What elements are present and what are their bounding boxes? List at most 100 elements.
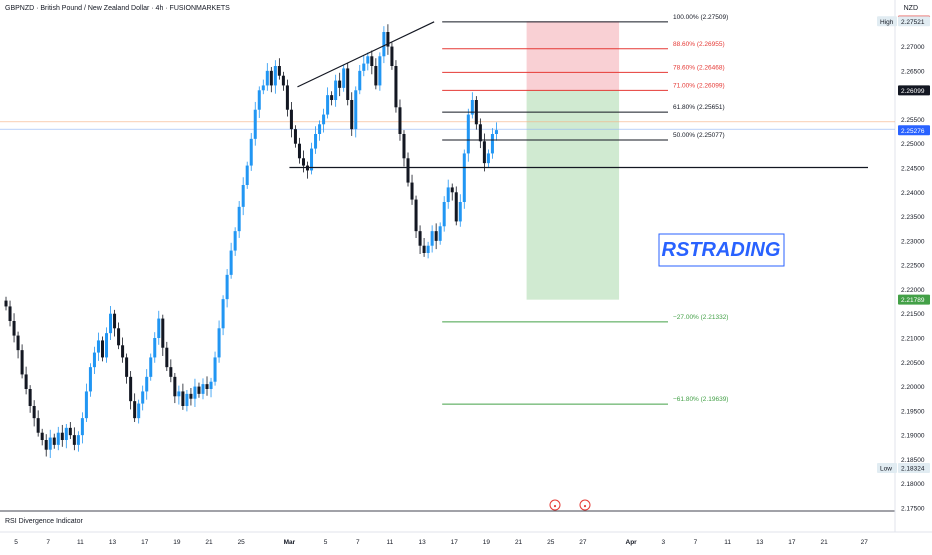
candle-body — [145, 376, 149, 392]
candle-body — [362, 63, 366, 71]
candle-body — [466, 114, 470, 154]
price-tick-label: 2.17500 — [901, 506, 925, 513]
candle-body — [285, 85, 289, 110]
candle-body — [386, 32, 390, 47]
rsi-indicator-label[interactable]: RSI Divergence Indicator — [5, 518, 83, 525]
candle-body — [32, 406, 36, 419]
candle-body — [402, 134, 406, 159]
candle-body — [426, 245, 430, 253]
price-axis-tag-text: 2.21789 — [901, 297, 925, 304]
time-tick-label: 21 — [515, 539, 523, 546]
candle-body — [169, 367, 173, 377]
candle-body — [193, 386, 197, 399]
candle-body — [297, 143, 301, 159]
price-axis-tag-text: 2.27521 — [901, 19, 925, 26]
candle-body — [450, 187, 454, 193]
candle-body — [133, 401, 137, 419]
candle-body — [257, 90, 261, 110]
take-profit-zone — [526, 90, 620, 300]
time-tick-label: 25 — [547, 539, 555, 546]
candle-body — [253, 109, 257, 139]
candle-body — [394, 66, 398, 108]
resistance-trendline — [297, 21, 435, 88]
candle-body — [442, 202, 446, 227]
candle-body — [318, 124, 322, 134]
candle-body — [217, 328, 221, 358]
candle-body — [96, 340, 100, 353]
candle-body — [301, 158, 305, 166]
candle-body — [16, 335, 20, 351]
price-tick-label: 2.20000 — [901, 384, 925, 391]
currency-label[interactable]: NZD — [903, 5, 918, 12]
time-tick-label: 7 — [356, 539, 360, 546]
candle-body — [20, 350, 24, 375]
candle-body — [221, 299, 225, 329]
price-tick-label: 2.22000 — [901, 287, 925, 294]
time-tick-label: 7 — [694, 539, 698, 546]
candle-body — [438, 226, 442, 241]
time-tick-label: 21 — [820, 539, 828, 546]
time-tick-label: 17 — [141, 539, 149, 546]
time-tick-label: 7 — [46, 539, 50, 546]
fib-level-label: 78.60% (2.26468) — [673, 64, 725, 71]
candle-body — [241, 185, 245, 207]
time-tick-label: 27 — [579, 539, 587, 546]
candle-body — [88, 367, 92, 392]
time-tick-label: Mar — [284, 539, 296, 546]
price-tick-label: 2.22500 — [901, 263, 925, 270]
time-tick-label: 25 — [238, 539, 246, 546]
economic-event-icon — [549, 499, 561, 511]
candle-body — [64, 427, 68, 440]
candle-body — [72, 435, 76, 445]
time-tick-label: 21 — [205, 539, 213, 546]
candle-body — [189, 393, 193, 399]
candle-body — [289, 109, 293, 130]
price-axis-tag — [898, 16, 930, 27]
candle-body — [68, 427, 72, 436]
price-axis-tag — [898, 125, 930, 136]
candle-body — [490, 134, 494, 154]
price-axis-tag-text: 2.25276 — [901, 128, 925, 135]
candle-body — [153, 338, 157, 358]
candle-body — [56, 432, 60, 445]
time-tick-label: 13 — [756, 539, 764, 546]
candle-body — [370, 56, 374, 66]
candle-body — [44, 440, 48, 450]
time-tick-label: 17 — [788, 539, 796, 546]
time-tick-label: 27 — [861, 539, 869, 546]
candle-body — [233, 231, 237, 251]
candle-body — [446, 187, 450, 202]
time-tick-label: 11 — [77, 539, 84, 546]
candle-body — [36, 418, 40, 433]
candle-body — [478, 124, 482, 142]
fib-level-label: 100.00% (2.27509) — [673, 14, 728, 21]
candle-body — [8, 306, 12, 321]
candle-body — [84, 391, 88, 419]
candle-body — [48, 437, 52, 450]
candle-body — [40, 432, 44, 440]
candle-body — [229, 250, 233, 275]
candle-body — [109, 313, 113, 334]
watermark-text: RSTRADING — [662, 239, 781, 261]
candle-body — [117, 328, 121, 346]
price-tick-label: 2.25500 — [901, 117, 925, 124]
price-axis-tag — [898, 294, 930, 305]
candle-body — [454, 192, 458, 222]
candle-body — [209, 381, 213, 389]
price-tick-label: 2.19500 — [901, 408, 925, 415]
candle-body — [92, 352, 96, 368]
candle-body — [346, 68, 350, 100]
candle-body — [273, 66, 277, 86]
candle-body — [418, 231, 422, 246]
high-low-tag: Low — [880, 465, 892, 472]
candle-body — [237, 206, 241, 232]
fib-level-label: 50.00% (2.25077) — [673, 132, 725, 139]
candle-body — [414, 199, 418, 232]
candle-body — [76, 435, 80, 445]
candle-body — [462, 153, 466, 202]
candle-body — [334, 80, 338, 100]
price-axis-tag — [877, 462, 897, 473]
candle-body — [342, 68, 346, 88]
